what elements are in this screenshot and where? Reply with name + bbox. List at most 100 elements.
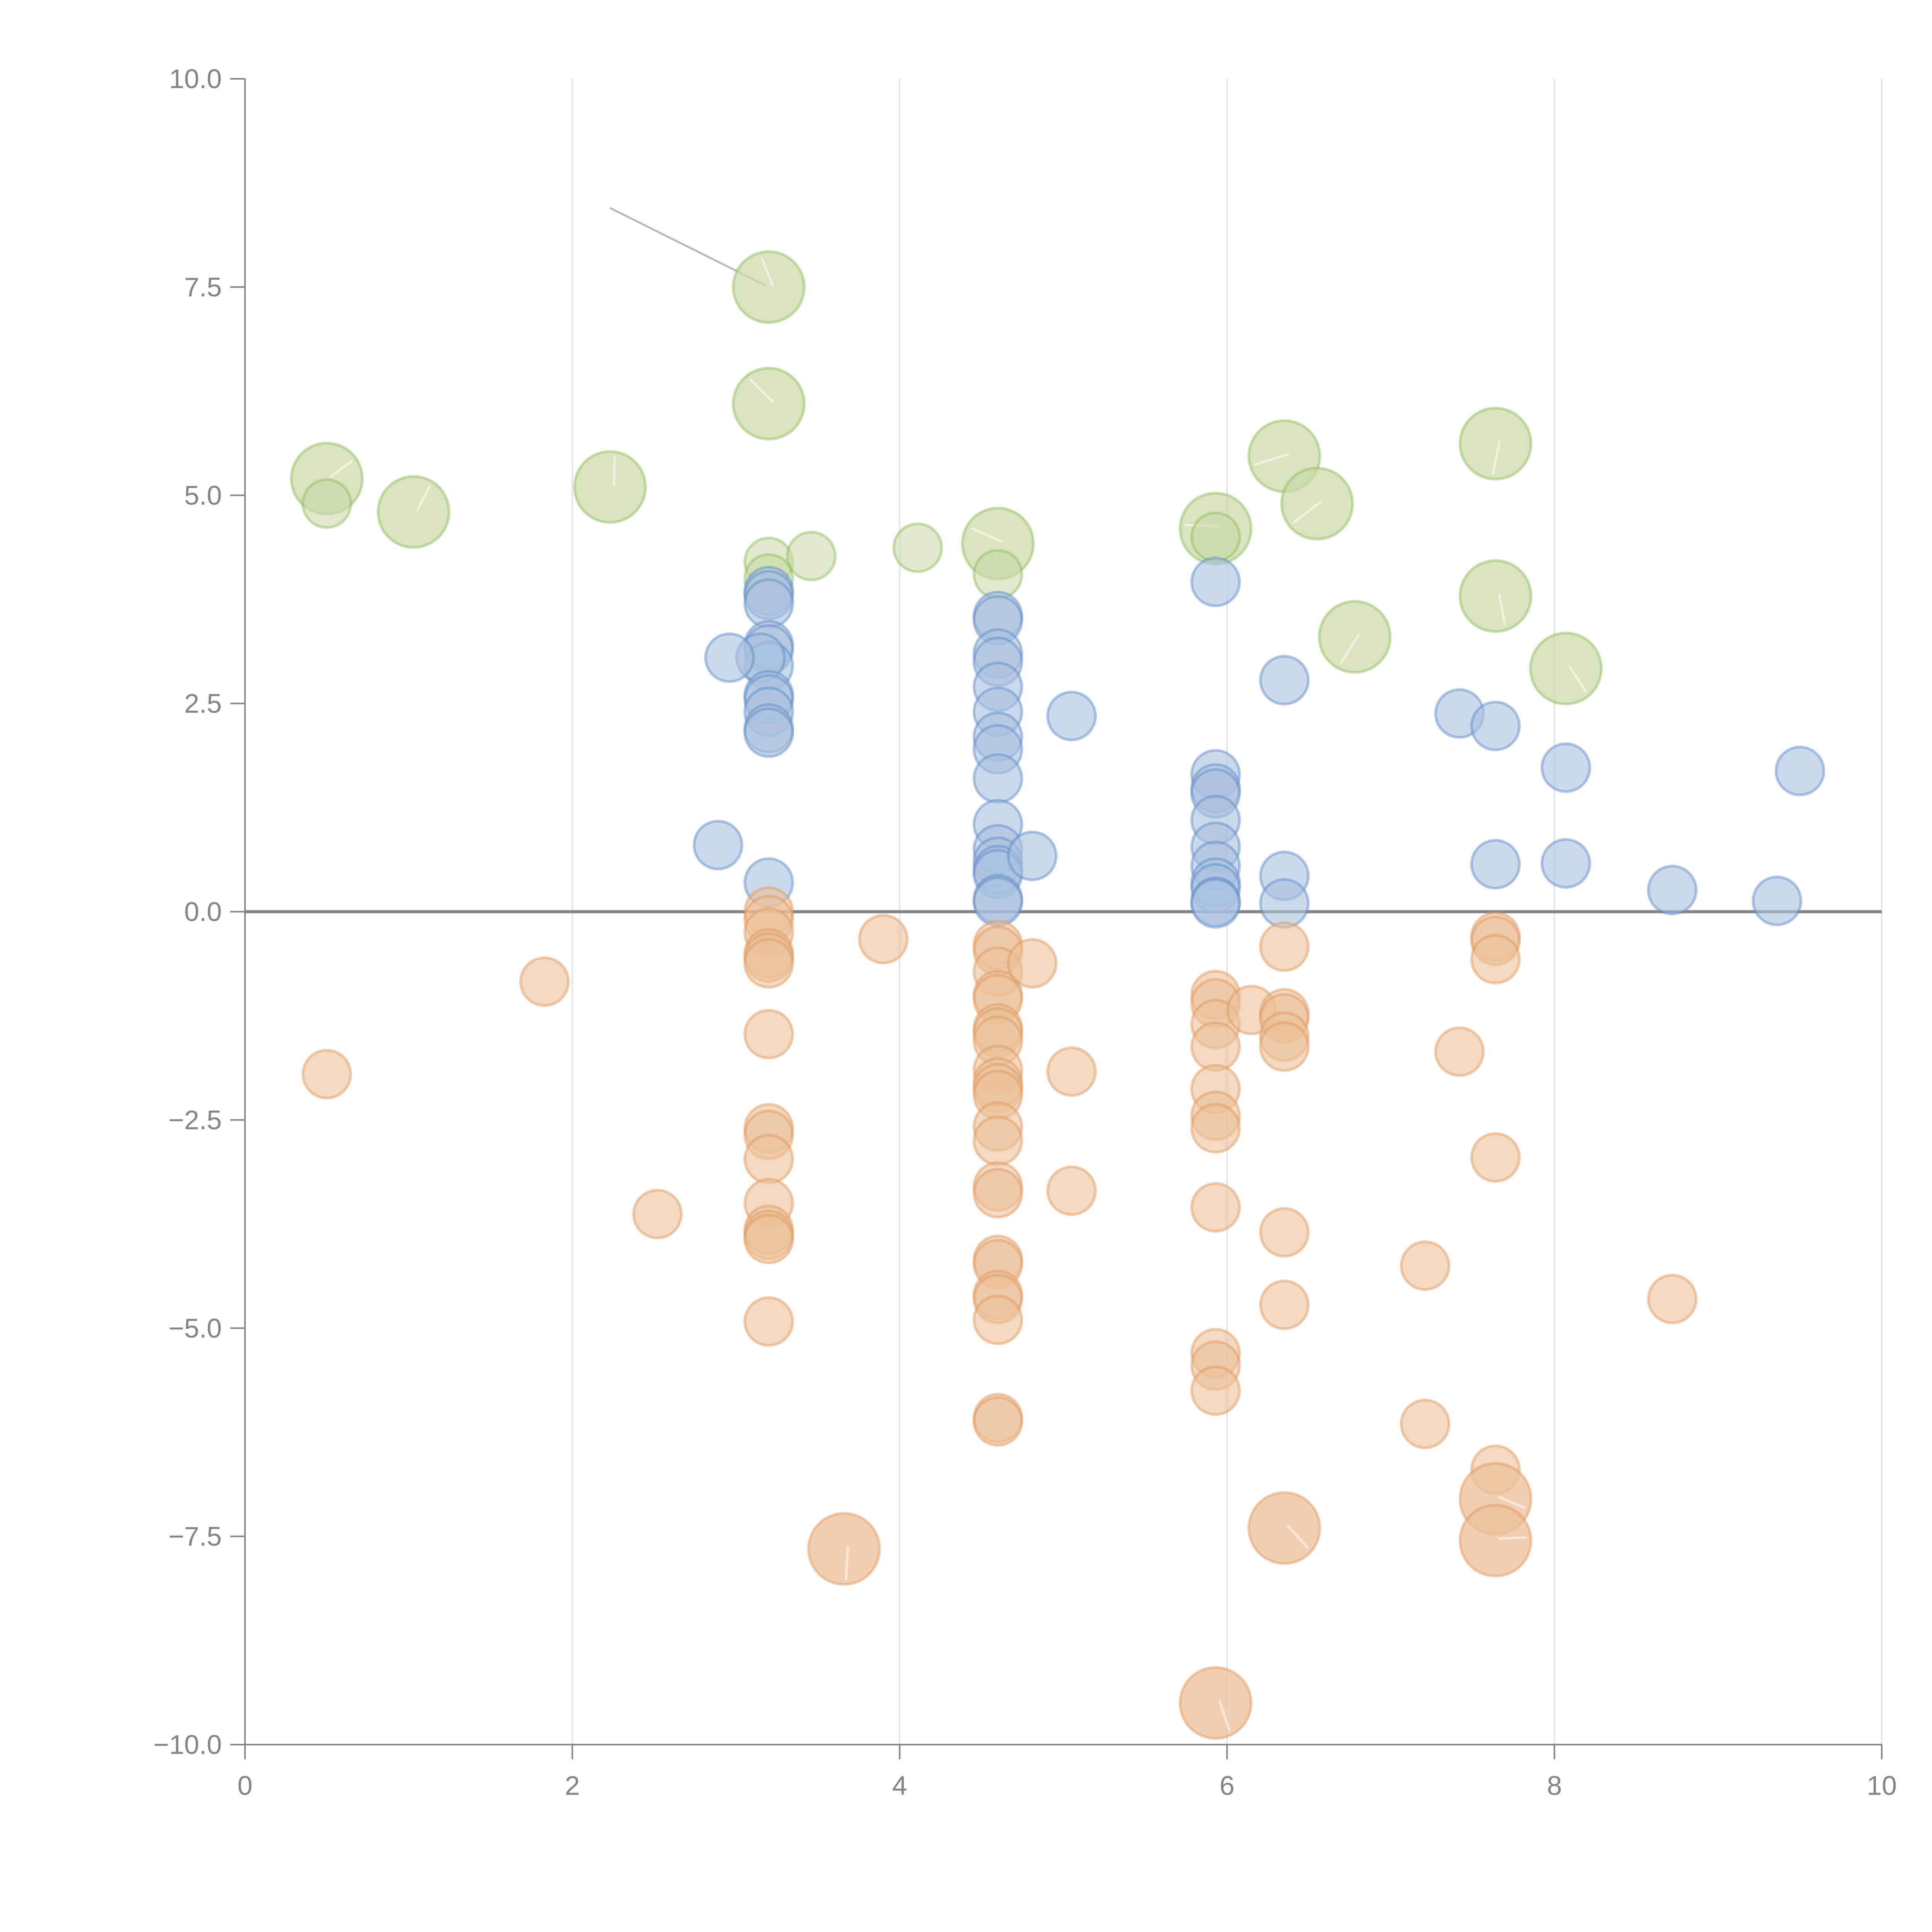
data-point-orange[interactable] xyxy=(1470,934,1521,985)
data-point-blue[interactable] xyxy=(973,753,1024,804)
data-point-green[interactable] xyxy=(732,250,806,324)
data-point-spoke xyxy=(416,485,431,511)
data-point-orange[interactable] xyxy=(632,1189,683,1240)
data-point-green[interactable] xyxy=(301,478,352,529)
data-point-spoke xyxy=(760,256,774,286)
data-point-spoke xyxy=(1568,665,1587,693)
y-tick-label: 5.0 xyxy=(184,480,222,510)
data-point-orange[interactable] xyxy=(1259,921,1310,972)
data-point-blue[interactable] xyxy=(973,876,1024,927)
data-point-orange[interactable] xyxy=(519,956,570,1007)
data-point-green[interactable] xyxy=(732,367,806,441)
data-point-spoke xyxy=(1492,440,1501,475)
data-point-orange[interactable] xyxy=(1007,938,1058,989)
data-point-orange[interactable] xyxy=(743,1009,794,1060)
data-point-blue[interactable] xyxy=(1540,742,1591,793)
data-point-blue[interactable] xyxy=(1752,875,1803,926)
data-point-green[interactable] xyxy=(786,531,837,582)
data-point-orange[interactable] xyxy=(858,914,909,965)
data-point-orange[interactable] xyxy=(1247,1491,1321,1565)
data-point-blue[interactable] xyxy=(1470,701,1521,752)
data-point-blue[interactable] xyxy=(1007,830,1058,881)
y-tick-label: −5.0 xyxy=(168,1313,222,1343)
data-point-blue[interactable] xyxy=(1470,839,1521,890)
data-point-orange[interactable] xyxy=(743,1134,794,1185)
data-point-green[interactable] xyxy=(1458,406,1532,481)
data-point-spoke xyxy=(845,1546,849,1580)
data-point-green[interactable] xyxy=(1529,631,1603,706)
data-point-blue[interactable] xyxy=(743,707,794,758)
y-tick-label: 7.5 xyxy=(184,272,222,302)
y-tick-label: 0.0 xyxy=(184,897,222,927)
data-point-spoke xyxy=(970,527,1003,543)
data-point-orange[interactable] xyxy=(1179,1666,1253,1740)
data-point-spoke xyxy=(1498,1496,1526,1509)
data-point-blue[interactable] xyxy=(1259,655,1310,706)
data-point-orange[interactable] xyxy=(1190,1365,1241,1416)
data-point-blue[interactable] xyxy=(704,632,755,683)
y-tick-label: −2.5 xyxy=(168,1105,222,1135)
data-point-orange[interactable] xyxy=(1647,1274,1698,1325)
y-tick-label: −10.0 xyxy=(153,1730,222,1760)
data-points xyxy=(290,250,1825,1740)
series-orange xyxy=(301,886,1698,1740)
x-tick-label: 2 xyxy=(565,1770,580,1801)
data-point-orange[interactable] xyxy=(301,1049,352,1100)
data-point-spoke xyxy=(749,378,774,403)
data-point-orange[interactable] xyxy=(743,1214,794,1265)
data-point-orange[interactable] xyxy=(973,1168,1024,1219)
data-point-green[interactable] xyxy=(1318,600,1392,674)
data-point-orange[interactable] xyxy=(1190,1021,1241,1072)
data-point-blue[interactable] xyxy=(1190,556,1241,607)
data-point-orange[interactable] xyxy=(807,1512,881,1586)
data-point-orange[interactable] xyxy=(1190,1182,1241,1233)
data-point-blue[interactable] xyxy=(1774,745,1825,796)
data-point-orange[interactable] xyxy=(1400,1398,1451,1449)
data-point-spoke xyxy=(1498,1536,1527,1540)
data-point-orange[interactable] xyxy=(1458,1503,1532,1578)
data-point-orange[interactable] xyxy=(1259,1207,1310,1258)
series-green xyxy=(290,250,1603,706)
x-tick-label: 0 xyxy=(238,1770,253,1801)
x-tick-label: 8 xyxy=(1547,1770,1562,1801)
data-point-orange[interactable] xyxy=(743,1296,794,1347)
data-point-green[interactable] xyxy=(892,522,943,573)
data-point-blue[interactable] xyxy=(1540,838,1591,889)
data-point-green[interactable] xyxy=(1458,559,1532,633)
data-point-blue[interactable] xyxy=(1046,690,1097,742)
data-point-orange[interactable] xyxy=(1434,1026,1485,1077)
data-point-spoke xyxy=(1339,634,1360,665)
data-point-spoke xyxy=(1498,593,1506,626)
data-point-blue[interactable] xyxy=(1647,864,1698,915)
data-point-orange[interactable] xyxy=(1470,1132,1521,1183)
data-point-orange[interactable] xyxy=(1259,1279,1310,1330)
y-tick-label: −7.5 xyxy=(168,1521,222,1551)
data-point-green[interactable] xyxy=(573,450,647,524)
data-point-spoke xyxy=(612,456,616,486)
data-point-orange[interactable] xyxy=(1190,1103,1241,1154)
y-tick-label: 2.5 xyxy=(184,689,222,719)
x-tick-label: 10 xyxy=(1867,1770,1897,1801)
y-axis-ticks: 10.0 7.5 5.0 2.5 0.0 −2.5 −5.0 −7.5 −10.0 xyxy=(153,64,245,1760)
data-point-orange[interactable] xyxy=(973,1396,1024,1447)
data-point-blue[interactable] xyxy=(1259,878,1310,929)
data-point-orange[interactable] xyxy=(1046,1165,1097,1216)
y-tick-label: 10.0 xyxy=(169,64,222,94)
data-point-spoke xyxy=(1218,1700,1231,1731)
data-point-orange[interactable] xyxy=(1400,1240,1451,1291)
data-point-spoke xyxy=(1292,500,1322,524)
data-point-orange[interactable] xyxy=(973,1294,1024,1345)
data-point-spoke xyxy=(329,460,353,478)
series-blue xyxy=(692,556,1825,929)
data-point-orange[interactable] xyxy=(973,1115,1024,1166)
data-point-spoke xyxy=(1254,453,1289,466)
x-tick-label: 4 xyxy=(892,1770,907,1801)
data-point-blue[interactable] xyxy=(692,820,743,871)
data-point-orange[interactable] xyxy=(743,938,794,989)
data-point-orange[interactable] xyxy=(1046,1046,1097,1097)
data-point-green[interactable] xyxy=(1190,512,1241,563)
data-point-blue[interactable] xyxy=(1190,878,1241,929)
data-point-green[interactable] xyxy=(376,475,451,549)
data-point-orange[interactable] xyxy=(1259,1021,1310,1072)
